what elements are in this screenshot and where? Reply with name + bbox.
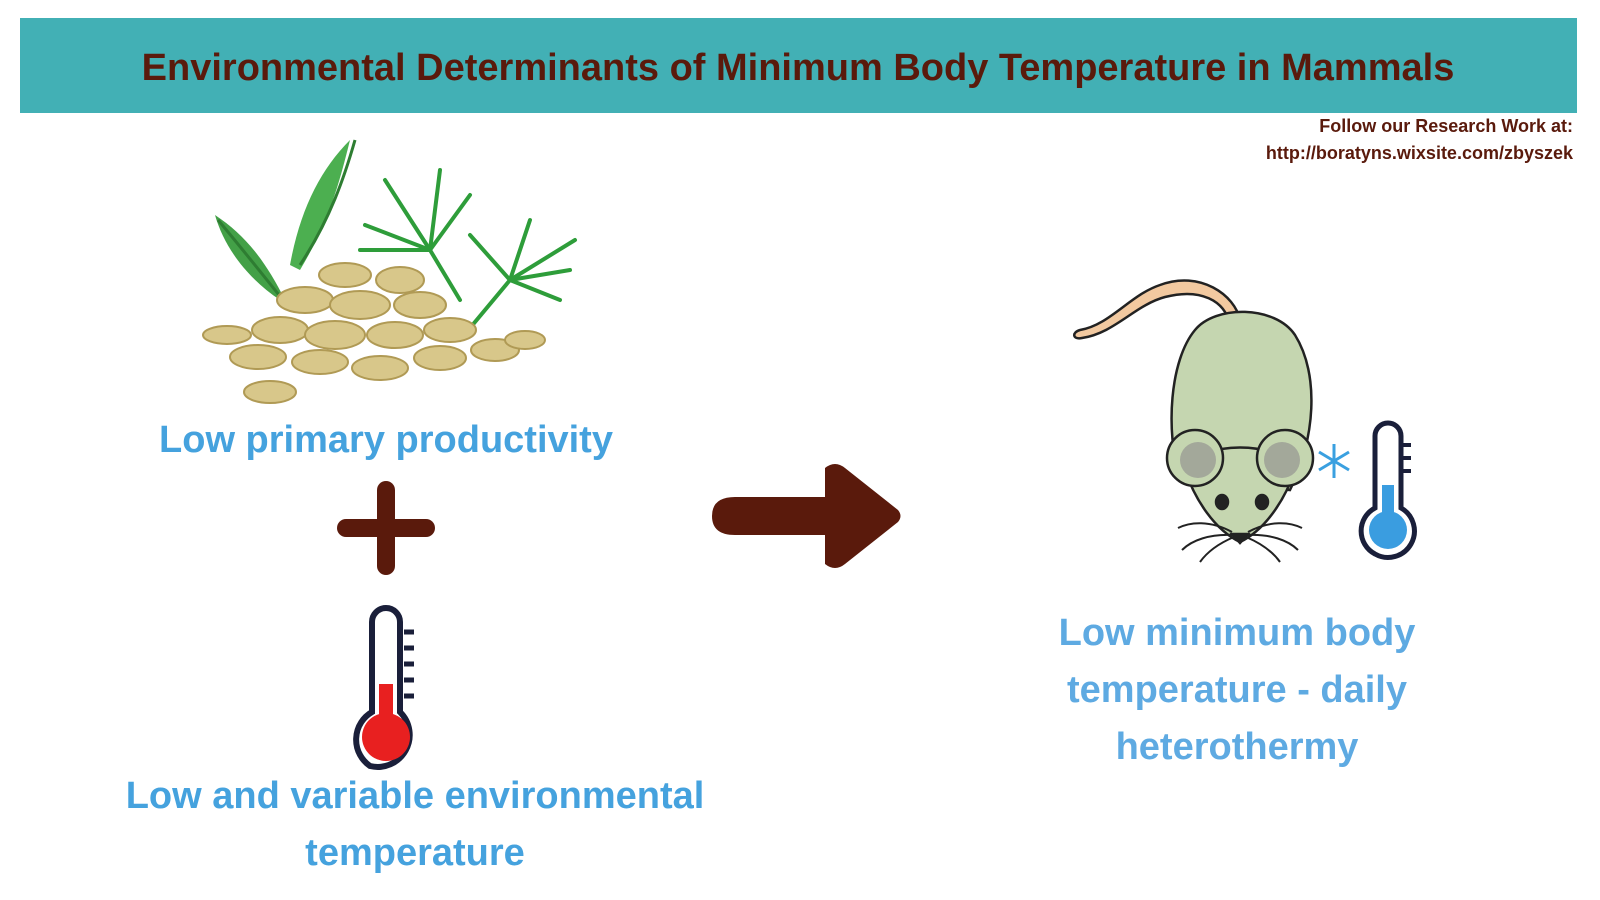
effect-label: Low minimum body [1059, 612, 1416, 654]
note-line: Follow our Research Work at: [1319, 116, 1573, 136]
note-line: http://boratyns.wixsite.com/zbyszek [1266, 143, 1574, 163]
effect-label: temperature - daily [1067, 669, 1407, 711]
effect-label: heterothermy [1116, 726, 1359, 768]
mouse-illustration [1073, 279, 1315, 563]
cause-label: temperature [305, 832, 525, 874]
thermometer-cold [1358, 420, 1417, 560]
title: Environmental Determinants of Minimum Bo… [142, 47, 1455, 89]
header-bar [20, 18, 1577, 113]
cause-label: Low and variable environmental [126, 775, 705, 817]
plus-sign [337, 481, 435, 575]
snowflake [1318, 444, 1350, 478]
thermometer-warm [353, 605, 414, 770]
arrow [712, 464, 901, 568]
cause-label: Low primary productivity [159, 419, 613, 461]
plants-illustration [202, 139, 577, 404]
